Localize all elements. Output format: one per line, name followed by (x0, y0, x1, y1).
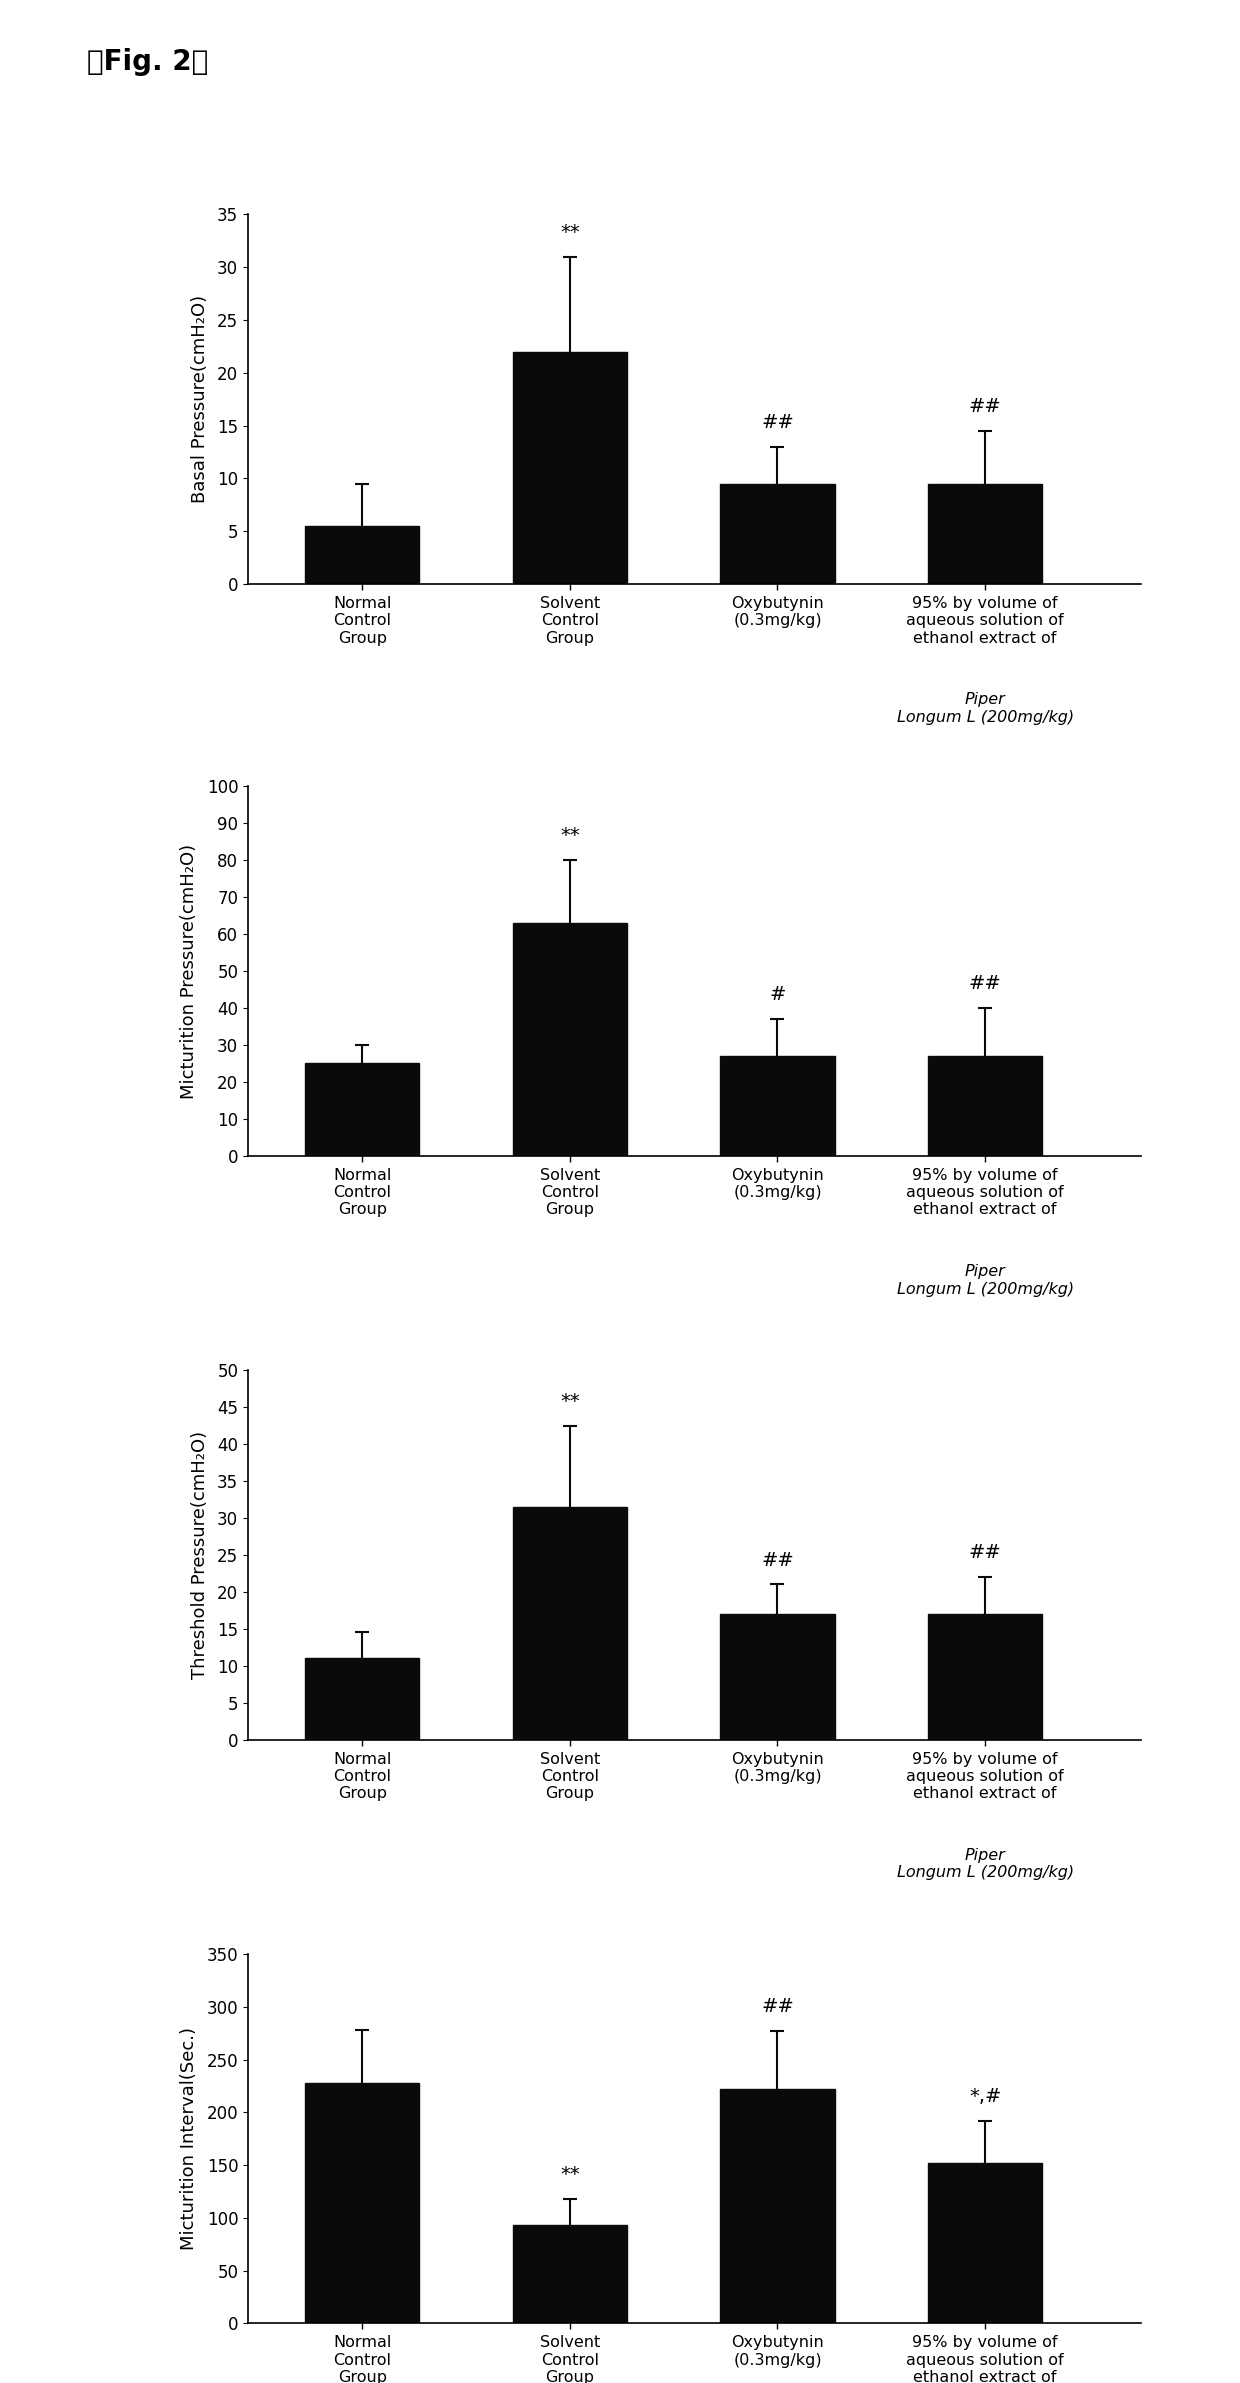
Text: ##: ## (761, 412, 794, 431)
Text: Oxybutynin
(0.3mg/kg): Oxybutynin (0.3mg/kg) (732, 1752, 823, 1785)
Text: 『Fig. 2』: 『Fig. 2』 (87, 48, 208, 76)
Text: ##: ## (761, 1551, 794, 1570)
Text: Normal
Control
Group: Normal Control Group (334, 596, 392, 646)
Bar (512, 353, 627, 584)
Bar (720, 1056, 835, 1156)
Text: Piper
Longum L (200mg/kg): Piper Longum L (200mg/kg) (897, 691, 1074, 724)
Text: #: # (769, 984, 786, 1003)
Bar (928, 1056, 1042, 1156)
Bar (720, 2090, 835, 2323)
Text: Normal
Control
Group: Normal Control Group (334, 1752, 392, 1802)
Text: **: ** (560, 827, 579, 846)
Text: Oxybutynin
(0.3mg/kg): Oxybutynin (0.3mg/kg) (732, 2335, 823, 2369)
Text: ##: ## (968, 1544, 1002, 1563)
Text: 95% by volume of
aqueous solution of
ethanol extract of: 95% by volume of aqueous solution of eth… (906, 596, 1064, 646)
Text: 95% by volume of
aqueous solution of
ethanol extract of: 95% by volume of aqueous solution of eth… (906, 2335, 1064, 2383)
Bar (928, 484, 1042, 584)
Text: **: ** (560, 224, 579, 243)
Bar (512, 1506, 627, 1740)
Text: Solvent
Control
Group: Solvent Control Group (539, 1168, 600, 1218)
Bar (720, 1613, 835, 1740)
Text: *,#: *,# (968, 2088, 1001, 2107)
Bar (928, 2164, 1042, 2323)
Text: ##: ## (761, 1997, 794, 2016)
Y-axis label: Micturition Interval(Sec.): Micturition Interval(Sec.) (180, 2028, 198, 2250)
Bar (305, 2083, 419, 2323)
Bar (305, 1659, 419, 1740)
Y-axis label: Micturition Pressure(cmH₂O): Micturition Pressure(cmH₂O) (180, 844, 198, 1099)
Text: 95% by volume of
aqueous solution of
ethanol extract of: 95% by volume of aqueous solution of eth… (906, 1168, 1064, 1218)
Y-axis label: Threshold Pressure(cmH₂O): Threshold Pressure(cmH₂O) (191, 1430, 208, 1680)
Bar (512, 2226, 627, 2323)
Text: Solvent
Control
Group: Solvent Control Group (539, 1752, 600, 1802)
Text: **: ** (560, 2166, 579, 2185)
Bar (305, 1063, 419, 1156)
Text: Normal
Control
Group: Normal Control Group (334, 1168, 392, 1218)
Bar (928, 1613, 1042, 1740)
Text: Oxybutynin
(0.3mg/kg): Oxybutynin (0.3mg/kg) (732, 1168, 823, 1201)
Text: Solvent
Control
Group: Solvent Control Group (539, 2335, 600, 2383)
Text: **: ** (560, 1392, 579, 1411)
Text: Solvent
Control
Group: Solvent Control Group (539, 596, 600, 646)
Text: 95% by volume of
aqueous solution of
ethanol extract of: 95% by volume of aqueous solution of eth… (906, 1752, 1064, 1802)
Text: ##: ## (968, 398, 1002, 417)
Text: Oxybutynin
(0.3mg/kg): Oxybutynin (0.3mg/kg) (732, 596, 823, 629)
Text: Piper
Longum L (200mg/kg): Piper Longum L (200mg/kg) (897, 1263, 1074, 1296)
Text: ##: ## (968, 975, 1002, 994)
Text: Piper
Longum L (200mg/kg): Piper Longum L (200mg/kg) (897, 1849, 1074, 1880)
Bar (512, 922, 627, 1156)
Y-axis label: Basal Pressure(cmH₂O): Basal Pressure(cmH₂O) (191, 295, 208, 503)
Bar (305, 527, 419, 584)
Bar (720, 484, 835, 584)
Text: Normal
Control
Group: Normal Control Group (334, 2335, 392, 2383)
